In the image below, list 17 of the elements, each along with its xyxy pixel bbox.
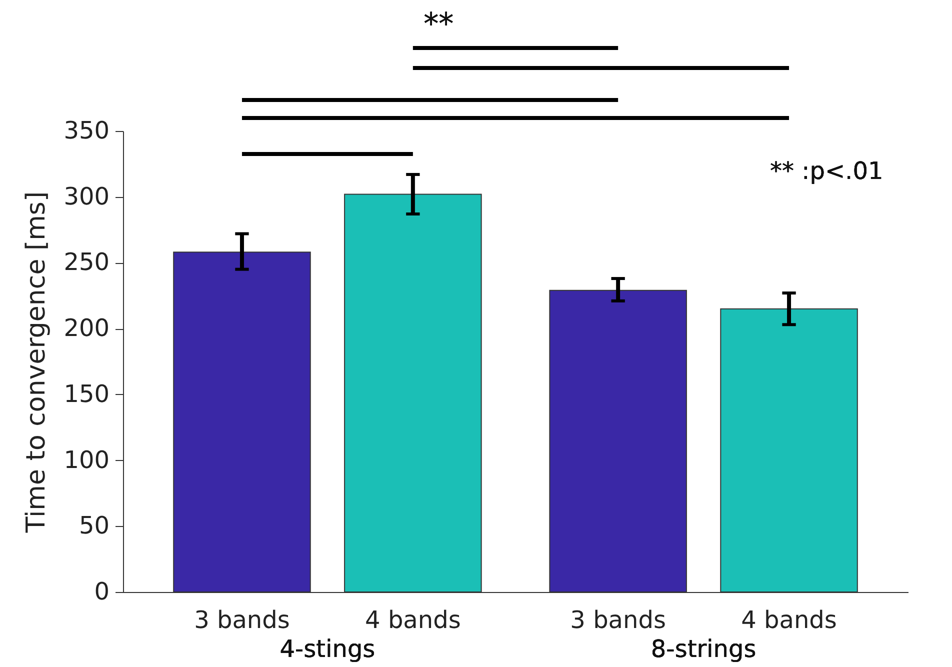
y-tick-label: 100 bbox=[64, 446, 110, 474]
text: 8-strings bbox=[650, 635, 756, 663]
y-tick-label: 0 bbox=[94, 578, 110, 606]
x-tick-label: 3 bands bbox=[570, 606, 666, 634]
text: ** bbox=[424, 7, 454, 42]
text: 4-stings bbox=[280, 635, 376, 663]
y-tick-label: 200 bbox=[64, 314, 110, 342]
annotation: ** :p<.01 bbox=[770, 157, 884, 185]
x-tick-label: 4 bands bbox=[741, 606, 837, 634]
x-tick-label: 4 bands bbox=[365, 606, 461, 634]
y-tick-label: 300 bbox=[64, 182, 110, 210]
y-tick-label: 250 bbox=[64, 248, 110, 276]
y-tick-label: 150 bbox=[64, 380, 110, 408]
x-tick-label: 3 bands bbox=[194, 606, 290, 634]
y-tick-label: 350 bbox=[64, 116, 110, 144]
y-tick-label: 50 bbox=[78, 512, 110, 540]
y-axis-title: Time to convergence [ms] bbox=[22, 191, 52, 534]
